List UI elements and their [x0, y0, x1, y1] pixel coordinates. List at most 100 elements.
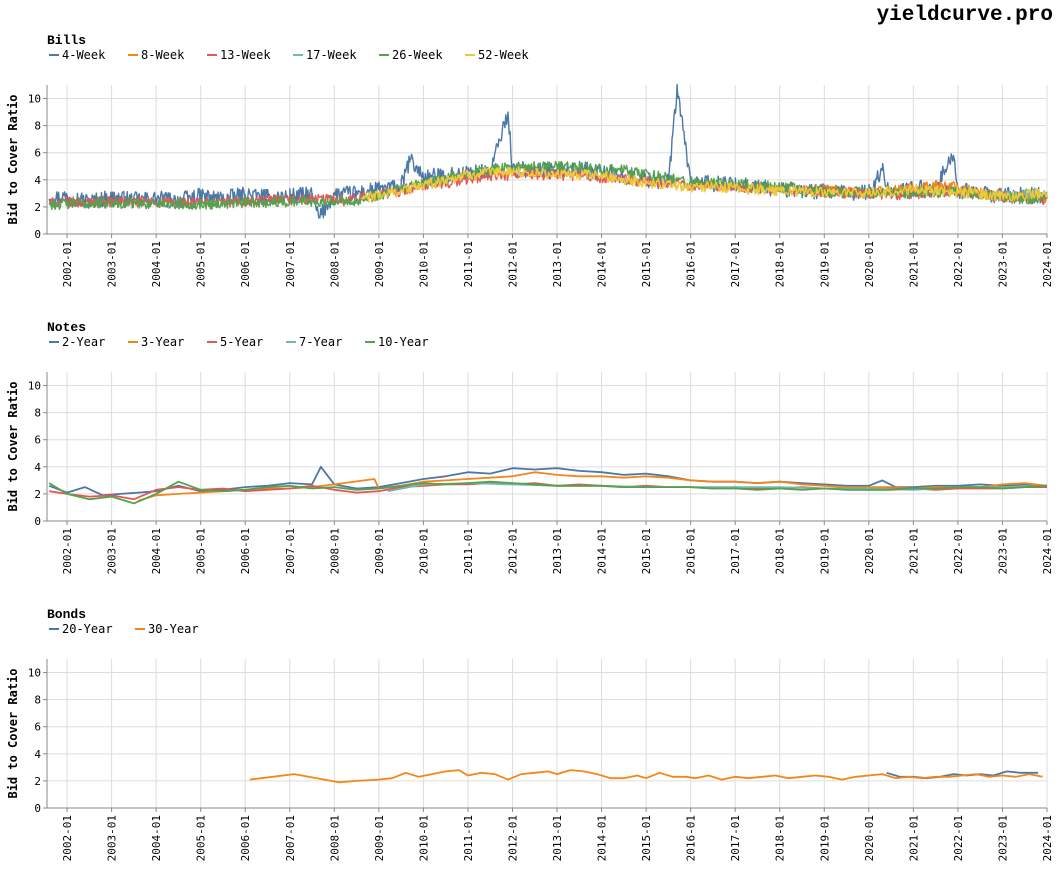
x-tick-label: 2017-01 [729, 241, 742, 287]
y-tick-label: 8 [34, 407, 41, 420]
x-tick-label: 2004-01 [150, 528, 163, 574]
x-tick-label: 2014-01 [596, 528, 609, 574]
x-tick-label: 2010-01 [417, 528, 430, 574]
x-tick-label: 2016-01 [685, 815, 698, 861]
x-tick-label: 2015-01 [640, 241, 653, 287]
y-tick-label: 2 [34, 775, 41, 788]
y-tick-label: 4 [34, 748, 41, 761]
x-tick-label: 2017-01 [729, 528, 742, 574]
x-tick-label: 2009-01 [373, 241, 386, 287]
x-tick-label: 2024-01 [1041, 528, 1054, 574]
x-tick-label: 2013-01 [551, 528, 564, 574]
y-axis-label: Bid to Cover Ratio [6, 94, 20, 224]
x-tick-label: 2022-01 [952, 241, 965, 287]
x-tick-label: 2014-01 [596, 815, 609, 861]
x-tick-label: 2019-01 [818, 241, 831, 287]
x-tick-label: 2008-01 [328, 815, 341, 861]
legend-label: 3-Year [141, 335, 184, 349]
x-tick-label: 2009-01 [373, 528, 386, 574]
legend-label: 5-Year [220, 335, 263, 349]
legend-label: 2-Year [62, 335, 105, 349]
legend-label: 52-Week [478, 48, 529, 62]
x-tick-label: 2007-01 [284, 241, 297, 287]
y-tick-label: 6 [34, 721, 41, 734]
x-tick-label: 2003-01 [106, 815, 119, 861]
x-tick-label: 2011-01 [462, 815, 475, 861]
x-tick-label: 2012-01 [506, 241, 519, 287]
series-line-30-year [249, 769, 1043, 784]
x-tick-label: 2013-01 [551, 241, 564, 287]
x-tick-label: 2012-01 [506, 815, 519, 861]
x-tick-label: 2021-01 [907, 241, 920, 287]
legend-label: 13-Week [220, 48, 271, 62]
legend-label: 8-Week [141, 48, 185, 62]
x-tick-label: 2021-01 [907, 528, 920, 574]
x-tick-label: 2018-01 [774, 815, 787, 861]
x-tick-label: 2010-01 [417, 815, 430, 861]
x-tick-label: 2004-01 [150, 241, 163, 287]
x-tick-label: 2003-01 [106, 241, 119, 287]
x-tick-label: 2023-01 [996, 528, 1009, 574]
legend-label: 20-Year [62, 622, 113, 636]
x-tick-label: 2006-01 [239, 815, 252, 861]
x-tick-label: 2016-01 [685, 241, 698, 287]
x-tick-label: 2006-01 [239, 528, 252, 574]
y-tick-label: 6 [34, 434, 41, 447]
x-tick-label: 2019-01 [818, 815, 831, 861]
y-tick-label: 2 [34, 488, 41, 501]
x-tick-label: 2022-01 [952, 815, 965, 861]
x-tick-label: 2019-01 [818, 528, 831, 574]
x-tick-label: 2023-01 [996, 815, 1009, 861]
x-tick-label: 2007-01 [284, 815, 297, 861]
y-tick-label: 10 [28, 93, 41, 106]
x-tick-label: 2020-01 [863, 815, 876, 861]
legend-label: 26-Week [392, 48, 443, 62]
x-tick-label: 2008-01 [328, 528, 341, 574]
legend-label: 4-Week [62, 48, 106, 62]
legend-label: 30-Year [148, 622, 199, 636]
x-tick-label: 2024-01 [1041, 815, 1054, 861]
x-tick-label: 2008-01 [328, 241, 341, 287]
x-tick-label: 2021-01 [907, 815, 920, 861]
y-tick-label: 8 [34, 694, 41, 707]
y-tick-label: 8 [34, 120, 41, 133]
x-tick-label: 2003-01 [106, 528, 119, 574]
y-tick-label: 10 [28, 667, 41, 680]
x-tick-label: 2011-01 [462, 241, 475, 287]
x-tick-label: 2018-01 [774, 528, 787, 574]
legend-label: 10-Year [378, 335, 429, 349]
x-tick-label: 2020-01 [863, 528, 876, 574]
series-line-2-year [48, 465, 1048, 497]
x-tick-label: 2022-01 [952, 528, 965, 574]
x-tick-label: 2002-01 [61, 528, 74, 574]
x-tick-label: 2004-01 [150, 815, 163, 861]
x-tick-label: 2014-01 [596, 241, 609, 287]
y-tick-label: 0 [34, 515, 41, 528]
x-tick-label: 2005-01 [195, 528, 208, 574]
y-tick-label: 4 [34, 461, 41, 474]
x-tick-label: 2010-01 [417, 241, 430, 287]
x-tick-label: 2006-01 [239, 241, 252, 287]
x-tick-label: 2017-01 [729, 815, 742, 861]
chart-title: Bonds [47, 607, 86, 622]
x-tick-label: 2002-01 [61, 241, 74, 287]
y-tick-label: 6 [34, 147, 41, 160]
y-tick-label: 4 [34, 174, 41, 187]
x-tick-label: 2015-01 [640, 528, 653, 574]
y-tick-label: 2 [34, 201, 41, 214]
y-tick-label: 10 [28, 380, 41, 393]
series-line-4-week [48, 83, 1048, 219]
site-brand: yieldcurve.pro [876, 4, 1053, 27]
x-tick-label: 2023-01 [996, 241, 1009, 287]
series-line-10-year [48, 480, 1048, 505]
x-tick-label: 2007-01 [284, 528, 297, 574]
y-axis-label: Bid to Cover Ratio [6, 668, 20, 798]
x-tick-label: 2011-01 [462, 528, 475, 574]
series-line-52-week [360, 166, 1048, 203]
chart-title: Notes [47, 320, 86, 335]
x-tick-label: 2016-01 [685, 528, 698, 574]
